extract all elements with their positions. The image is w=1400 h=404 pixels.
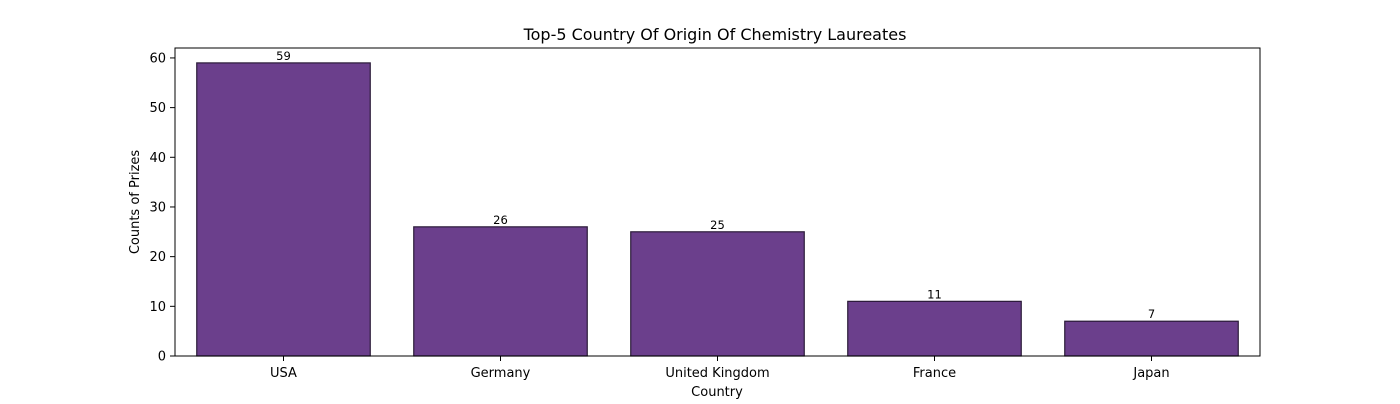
x-axis-label: Country (691, 385, 743, 400)
x-tick-label: Germany (471, 366, 531, 381)
y-tick-label: 60 (149, 51, 166, 66)
x-tick-label: Japan (1132, 366, 1169, 381)
bar-united-kingdom (630, 231, 805, 357)
bar-value-label: 59 (276, 49, 291, 63)
y-tick-label: 0 (158, 350, 166, 365)
plot-frame (174, 47, 1261, 357)
bar-france (847, 300, 1022, 357)
x-tick-label: United Kingdom (665, 366, 769, 381)
bar-japan (1064, 320, 1239, 357)
y-tick-label: 40 (149, 151, 166, 166)
y-tick-label: 10 (149, 300, 166, 315)
y-axis-label: Counts of Prizes (128, 150, 143, 255)
x-axis: USA Germany United Kingdom France Japan (270, 356, 1170, 381)
x-tick-label: France (913, 366, 956, 381)
y-tick-label: 30 (149, 200, 166, 215)
bar-usa (196, 62, 371, 357)
y-tick-label: 50 (149, 101, 166, 116)
bars-group: 59 26 25 11 7 (196, 49, 1239, 357)
x-tick-label: USA (270, 366, 297, 381)
y-tick-label: 20 (149, 250, 166, 265)
bar-germany (413, 226, 588, 357)
y-axis: 0 10 20 30 40 50 60 (149, 51, 175, 365)
bar-value-label: 25 (710, 218, 725, 232)
bar-value-label: 7 (1148, 307, 1155, 321)
bar-value-label: 11 (927, 287, 942, 301)
chart-title: Top-5 Country Of Origin Of Chemistry Lau… (523, 25, 907, 44)
bar-value-label: 26 (493, 213, 508, 227)
